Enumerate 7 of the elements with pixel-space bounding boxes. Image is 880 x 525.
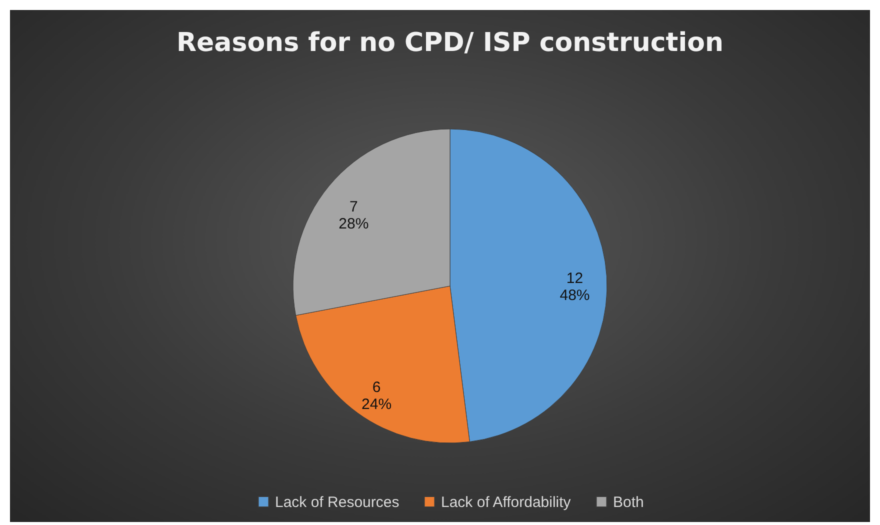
- chart-title: Reasons for no CPD/ ISP construction: [176, 28, 724, 58]
- legend-label: Lack of Resources: [275, 494, 400, 511]
- data-label: 7 28%: [338, 198, 369, 232]
- legend-label: Lack of Affordability: [441, 494, 572, 511]
- data-label: 6 24%: [362, 379, 392, 414]
- legend-label: Both: [613, 494, 644, 511]
- data-label: 12 48%: [560, 270, 590, 304]
